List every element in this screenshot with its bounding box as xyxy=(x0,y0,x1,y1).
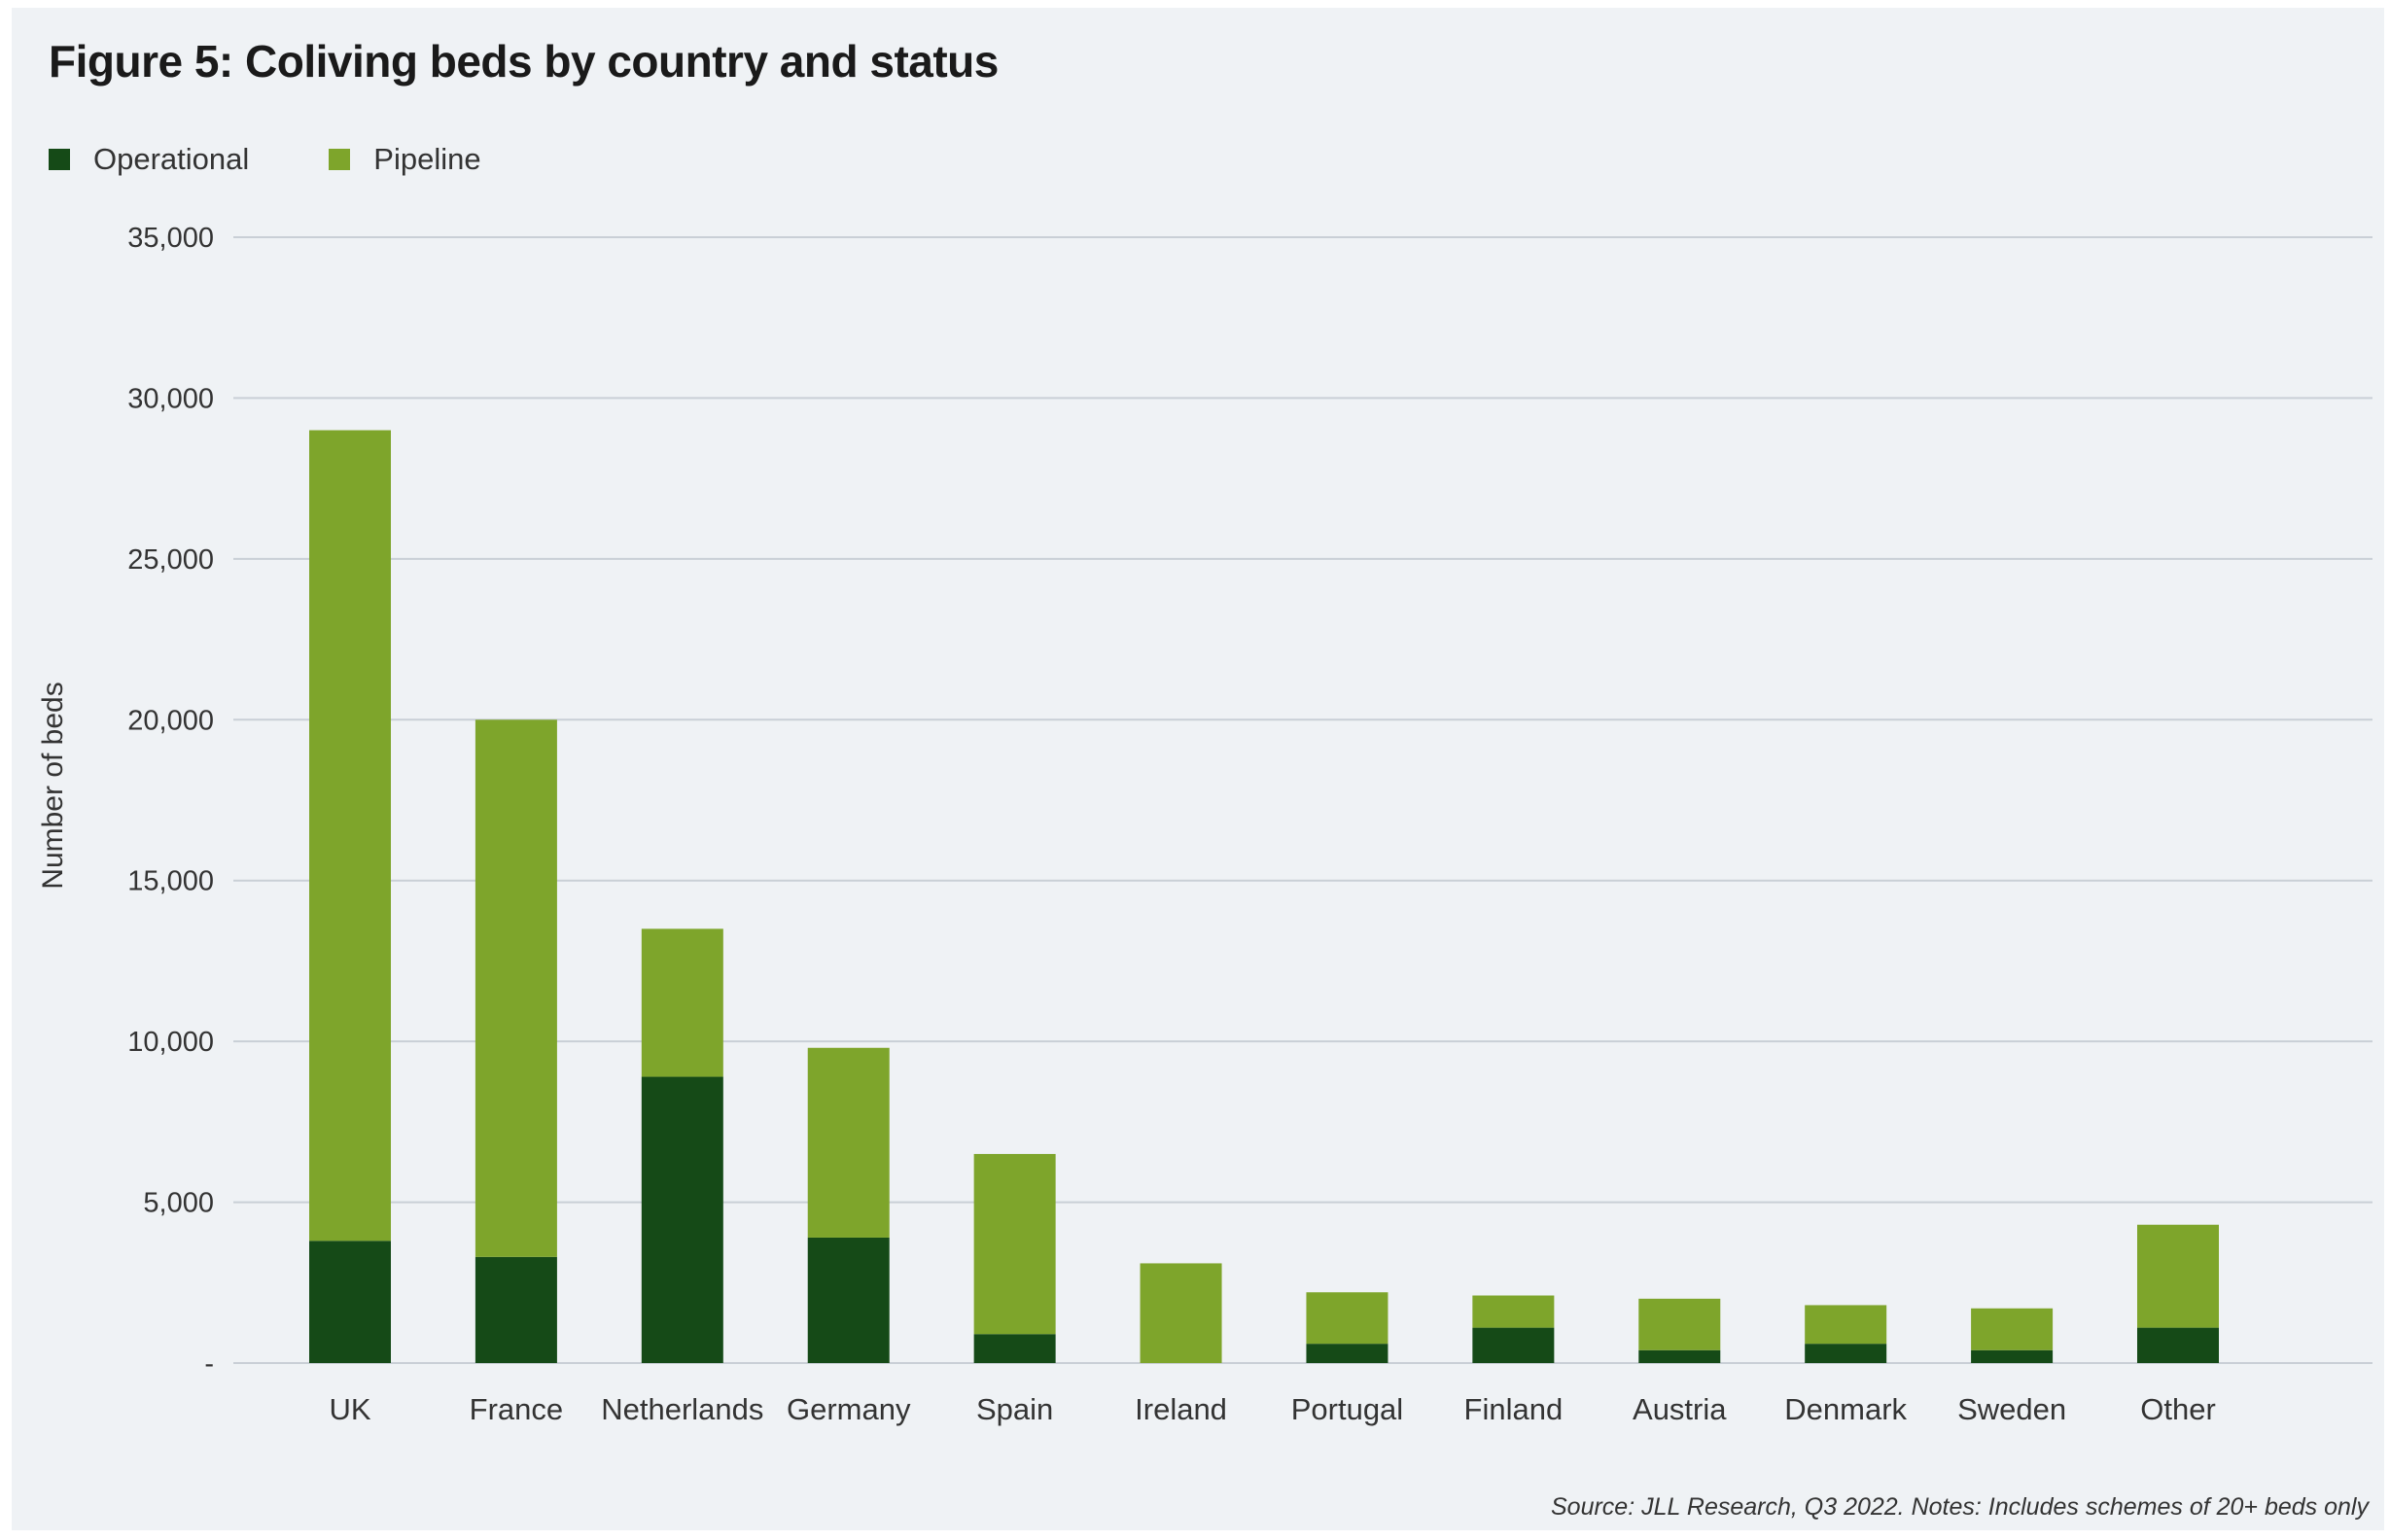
bar-pipeline-sweden xyxy=(1971,1308,2054,1350)
y-tick-label: 30,000 xyxy=(127,383,214,414)
bar-operational-netherlands xyxy=(641,1076,723,1363)
x-tick-label: Denmark xyxy=(1784,1392,1907,1426)
bar-operational-austria xyxy=(1638,1349,1721,1363)
x-tick-label: Netherlands xyxy=(601,1392,763,1426)
y-axis-ticks: - 5,000 10,000 15,000 20,000 25,000 30,000 35,0… xyxy=(127,223,214,1380)
x-tick-label: Spain xyxy=(976,1392,1053,1426)
bar-pipeline-denmark xyxy=(1805,1305,1887,1345)
bar-pipeline-spain xyxy=(973,1153,1056,1335)
chart-title: Figure 5: Coliving beds by country and s… xyxy=(49,36,999,87)
bar-operational-germany xyxy=(807,1237,890,1363)
bar-operational-spain xyxy=(973,1334,1056,1363)
x-tick-label: Portugal xyxy=(1291,1392,1403,1426)
bar-pipeline-portugal xyxy=(1306,1292,1388,1345)
x-tick-label: Finland xyxy=(1464,1392,1564,1426)
x-tick-label: UK xyxy=(329,1392,370,1426)
source-note: Source: JLL Research, Q3 2022. Notes: In… xyxy=(1550,1493,2369,1521)
bar-operational-portugal xyxy=(1306,1344,1388,1363)
y-tick-label: 15,000 xyxy=(127,866,214,897)
legend-swatch-pipeline xyxy=(329,149,351,170)
bar-pipeline-ireland xyxy=(1140,1263,1222,1363)
chart-panel: Figure 5: Coliving beds by country and s… xyxy=(12,8,2384,1530)
bar-pipeline-austria xyxy=(1638,1298,1721,1350)
y-tick-label: 35,000 xyxy=(127,223,214,254)
legend-label-pipeline: Pipeline xyxy=(373,142,481,176)
bar-operational-sweden xyxy=(1971,1349,2054,1363)
legend-item-operational: Operational xyxy=(49,142,249,177)
bar-operational-uk xyxy=(309,1241,391,1363)
x-tick-label: France xyxy=(470,1392,563,1426)
y-tick-label: 5,000 xyxy=(143,1188,214,1219)
y-tick-label: 10,000 xyxy=(127,1027,214,1058)
bar-pipeline-finland xyxy=(1472,1295,1555,1328)
legend-swatch-operational xyxy=(49,149,70,170)
bar-operational-denmark xyxy=(1805,1344,1887,1363)
bar-chart: - 5,000 10,000 15,000 20,000 25,000 30,000 35,0… xyxy=(37,223,2372,1426)
legend: Operational Pipeline xyxy=(49,142,481,177)
x-axis-ticks: UK France Netherlands Germany Spain Ireland Po… xyxy=(329,1392,2215,1426)
bar-pipeline-other xyxy=(2137,1224,2219,1328)
y-tick-label: - xyxy=(204,1348,214,1380)
bars xyxy=(309,430,2219,1363)
x-tick-label: Sweden xyxy=(1957,1392,2066,1426)
bar-pipeline-netherlands xyxy=(641,928,723,1077)
y-tick-label: 20,000 xyxy=(127,705,214,736)
y-tick-label: 25,000 xyxy=(127,544,214,576)
bar-pipeline-france xyxy=(474,719,557,1257)
bar-operational-finland xyxy=(1472,1327,1555,1363)
bar-pipeline-uk xyxy=(309,430,391,1242)
y-axis-label: Number of beds xyxy=(37,682,69,889)
x-tick-label: Germany xyxy=(787,1392,911,1426)
x-tick-label: Other xyxy=(2140,1392,2216,1426)
legend-label-operational: Operational xyxy=(93,142,250,176)
bar-pipeline-germany xyxy=(807,1047,890,1238)
x-tick-label: Austria xyxy=(1633,1392,1727,1426)
bar-operational-other xyxy=(2137,1327,2219,1363)
legend-item-pipeline: Pipeline xyxy=(329,142,481,177)
x-tick-label: Ireland xyxy=(1135,1392,1227,1426)
bar-operational-france xyxy=(474,1256,557,1363)
